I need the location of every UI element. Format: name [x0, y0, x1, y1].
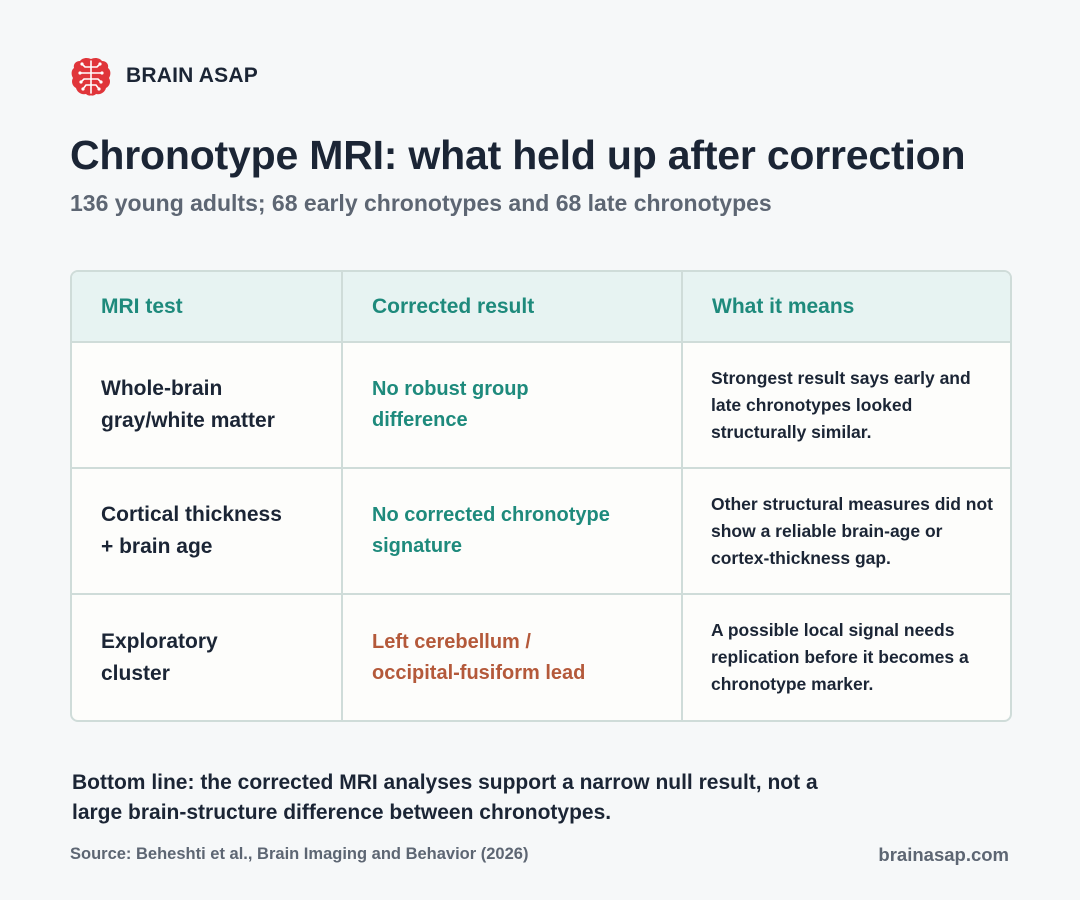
line: A possible local signal needs	[711, 620, 955, 640]
line: late chronotypes looked	[711, 394, 913, 415]
source-citation: Source: Beheshti et al., Brain Imaging a…	[70, 845, 529, 863]
line: chronotype marker.	[711, 674, 874, 694]
results-table: MRI test Corrected result What it means …	[70, 270, 1012, 722]
line: structurally similar.	[711, 421, 872, 442]
page-subtitle: 136 young adults; 68 early chronotypes a…	[70, 190, 772, 216]
line: cortex-thickness gap.	[711, 547, 891, 568]
line: show a reliable brain-age or	[711, 520, 943, 541]
line: No robust group	[372, 378, 529, 400]
meaning-cell: Strongest result says early and late chro…	[682, 342, 1010, 469]
mri-test-cell: Whole-brain gray/white matter	[72, 342, 343, 469]
meaning-cell: A possible local signal needs replication…	[682, 594, 1010, 720]
line: Strongest result says early and	[711, 367, 971, 388]
line: gray/white matter	[101, 409, 275, 432]
line: signature	[372, 535, 463, 557]
corrected-result-cell: No robust group difference	[342, 342, 683, 469]
table-row: Exploratory cluster Left cerebellum / occi…	[72, 594, 1010, 720]
line: occipital-fusiform lead	[372, 661, 586, 684]
site-link[interactable]: brainasap.com	[878, 844, 1009, 865]
line: Bottom line: the corrected MRI analyses …	[72, 771, 818, 794]
mri-test-cell: Exploratory cluster	[72, 594, 343, 720]
line: + brain age	[101, 535, 213, 558]
brand: BRAIN ASAP	[70, 55, 258, 97]
brain-icon	[70, 55, 112, 97]
table-row: Cortical thickness + brain age No correct…	[72, 468, 1010, 595]
line: Cortical thickness	[101, 503, 282, 526]
line: Other structural measures did not	[711, 493, 994, 514]
brand-name: BRAIN ASAP	[126, 64, 258, 87]
line: cluster	[101, 661, 170, 685]
line: large brain-structure difference between…	[72, 801, 612, 824]
header-what-it-means: What it means	[682, 272, 1010, 343]
meaning-cell: Other structural measures did not show a …	[682, 468, 1010, 595]
line: Exploratory	[101, 629, 218, 653]
table-row: Whole-brain gray/white matter No robust g…	[72, 342, 1010, 469]
mri-test-cell: Cortical thickness + brain age	[72, 468, 343, 595]
line: replication before it becomes a	[711, 647, 969, 667]
line: Left cerebellum /	[372, 630, 531, 653]
header-corrected-result: Corrected result	[342, 272, 683, 343]
table-header-row: MRI test Corrected result What it means	[72, 272, 1010, 343]
line: No corrected chronotype	[372, 504, 610, 526]
header-mri-test: MRI test	[72, 272, 343, 343]
bottom-line: Bottom line: the corrected MRI analyses …	[72, 768, 972, 828]
line: Whole-brain	[101, 377, 223, 400]
corrected-result-cell: Left cerebellum / occipital-fusiform lead	[342, 594, 683, 720]
corrected-result-cell: No corrected chronotype signature	[342, 468, 683, 595]
page-title: Chronotype MRI: what held up after corre…	[70, 132, 966, 178]
line: difference	[372, 409, 468, 431]
